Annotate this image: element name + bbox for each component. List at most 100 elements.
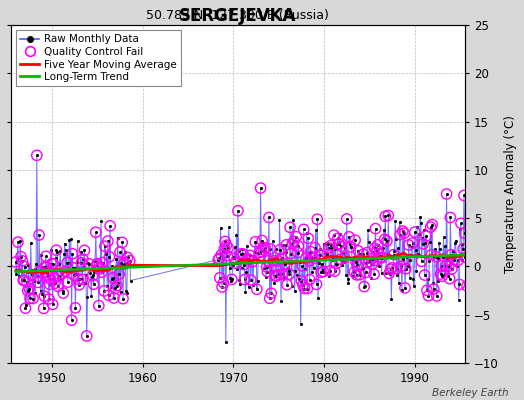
Point (113, 282, 121, 289)
Point (240, 261, 248, 268)
Point (419, 241, 428, 247)
Point (300, 285, 309, 292)
Point (32, 152, 41, 158)
Point (457, 220, 465, 226)
Point (433, 254, 442, 261)
Point (73, 259, 81, 266)
Point (253, 286, 261, 292)
Point (319, 268, 328, 275)
Point (68, 317, 76, 323)
Point (54, 283, 62, 290)
Point (101, 243, 109, 250)
Point (413, 224, 421, 230)
Point (49, 261, 58, 267)
Point (317, 269, 325, 276)
Point (362, 269, 370, 276)
Point (263, 268, 271, 275)
Point (351, 237, 359, 243)
Point (89, 272, 97, 278)
Point (422, 233, 430, 239)
Point (123, 254, 132, 260)
Point (302, 255, 310, 262)
Point (92, 229, 100, 236)
Point (317, 269, 325, 276)
Point (411, 229, 419, 235)
Point (50, 274, 58, 281)
Point (48, 260, 56, 267)
Point (333, 261, 341, 267)
Point (51, 280, 59, 286)
Point (429, 280, 437, 286)
Point (117, 260, 126, 266)
Point (45, 296, 53, 302)
Point (30, 266, 39, 272)
Point (423, 276, 432, 282)
Point (85, 261, 93, 267)
Point (72, 270, 80, 277)
Point (301, 266, 309, 272)
Point (92, 229, 100, 236)
Point (287, 250, 295, 257)
Point (407, 251, 415, 258)
Point (14, 239, 22, 245)
Point (70, 272, 78, 278)
Point (102, 250, 111, 256)
Point (458, 241, 467, 247)
Point (222, 338, 230, 345)
Point (251, 238, 259, 245)
Point (454, 257, 462, 264)
Point (298, 263, 307, 269)
Point (242, 268, 250, 275)
Point (442, 191, 451, 197)
Point (118, 239, 126, 246)
Point (450, 256, 458, 263)
Point (372, 226, 380, 232)
Point (331, 268, 339, 274)
Point (444, 272, 452, 279)
Point (237, 251, 245, 257)
Point (267, 290, 276, 296)
Point (294, 243, 302, 249)
Point (359, 251, 368, 258)
Point (39, 263, 47, 270)
Point (314, 260, 323, 266)
Point (214, 256, 223, 263)
Point (392, 236, 400, 242)
Point (255, 250, 263, 256)
Point (260, 265, 269, 272)
Point (324, 245, 333, 251)
Point (300, 285, 309, 292)
Point (84, 260, 92, 266)
Point (47, 247, 56, 253)
Point (292, 234, 300, 240)
Point (89, 272, 97, 278)
Point (287, 282, 296, 289)
Point (220, 280, 228, 286)
Point (99, 266, 107, 272)
Point (447, 252, 455, 258)
Point (278, 255, 286, 261)
Point (285, 271, 293, 277)
Point (310, 255, 319, 262)
Point (374, 263, 383, 269)
Point (225, 265, 234, 272)
Point (35, 232, 43, 238)
Point (265, 214, 273, 221)
Point (446, 214, 454, 221)
Point (292, 234, 300, 240)
Point (331, 268, 339, 274)
Point (34, 273, 42, 280)
Point (303, 285, 312, 292)
Point (428, 222, 436, 228)
Point (46, 276, 54, 282)
Point (99, 259, 107, 266)
Point (104, 292, 113, 298)
Point (359, 251, 368, 258)
Point (420, 272, 429, 278)
Point (324, 241, 332, 248)
Point (75, 282, 83, 288)
Point (293, 272, 301, 278)
Point (65, 237, 73, 243)
Point (61, 268, 70, 274)
Point (463, 283, 471, 289)
